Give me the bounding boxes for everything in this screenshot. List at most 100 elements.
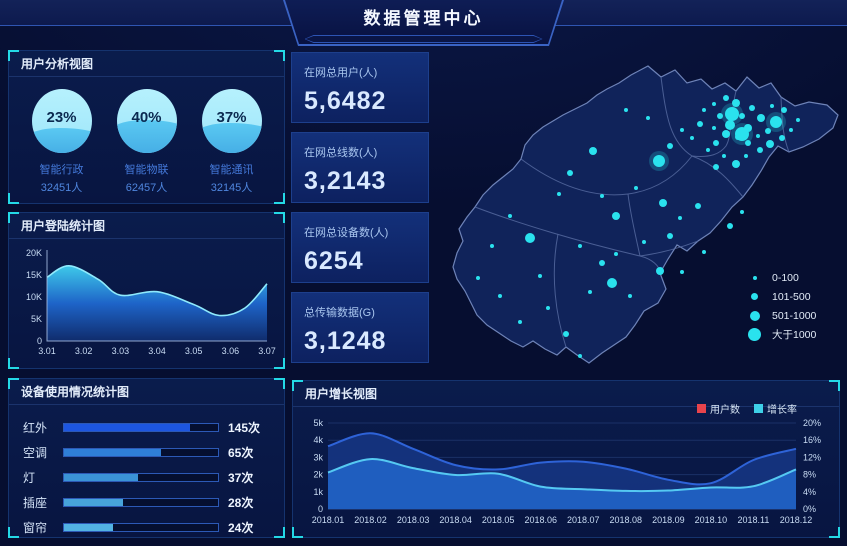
gauge-count: 32145人 bbox=[210, 182, 253, 194]
svg-text:2018.10: 2018.10 bbox=[695, 515, 728, 525]
svg-text:3k: 3k bbox=[313, 452, 323, 462]
stat-label: 在网总设备数(人) bbox=[304, 227, 389, 239]
device-value: 28次 bbox=[228, 496, 254, 510]
gauge-percent: 23% bbox=[46, 108, 77, 126]
map-legend-label: 大于1000 bbox=[772, 329, 817, 341]
legend-label: 用户数 bbox=[710, 405, 740, 416]
device-bar-fill bbox=[64, 474, 138, 481]
stat-value: 6254 bbox=[304, 247, 364, 275]
stat-label: 在网总线数(人) bbox=[304, 147, 378, 159]
stat-value: 3,2143 bbox=[304, 167, 387, 195]
map-legend-dot-icon bbox=[748, 328, 761, 341]
panel-title-user-growth: 用户增长视图 bbox=[293, 381, 839, 407]
gauge-circle: 23% bbox=[31, 89, 92, 153]
map-legend-dot-box bbox=[747, 293, 762, 300]
panel-title-device-usage: 设备使用情况统计图 bbox=[9, 379, 284, 405]
gauge-circle: 40% bbox=[116, 89, 177, 153]
svg-text:2018.11: 2018.11 bbox=[738, 515, 770, 525]
svg-text:2018.01: 2018.01 bbox=[312, 515, 345, 525]
device-bar-fill bbox=[64, 424, 191, 431]
login-area-chart: 0 5K 10K 15K 20K 3.01 3.02 3.03 3.04 3.05 3.06 3.07 bbox=[26, 248, 276, 356]
svg-text:3.05: 3.05 bbox=[185, 346, 203, 356]
device-value: 24次 bbox=[228, 521, 254, 535]
device-value: 145次 bbox=[228, 421, 261, 435]
map-legend-dot-icon bbox=[749, 310, 760, 321]
legend-item-用户数[interactable]: 用户数 bbox=[697, 401, 740, 416]
svg-text:3.03: 3.03 bbox=[112, 346, 130, 356]
svg-text:3.04: 3.04 bbox=[148, 346, 166, 356]
svg-text:2018.07: 2018.07 bbox=[567, 515, 600, 525]
device-bar-fill bbox=[64, 499, 123, 506]
svg-text:0: 0 bbox=[318, 504, 323, 514]
svg-text:3.02: 3.02 bbox=[75, 346, 93, 356]
bubble-map[interactable] bbox=[430, 46, 847, 376]
gauge-liquid-fill bbox=[116, 120, 177, 153]
svg-text:16%: 16% bbox=[803, 435, 821, 445]
panel-device-usage: 设备使用情况统计图 红外 145次 空调 65次灯 37次 插座 28次 窗帘 24次 bbox=[8, 378, 285, 538]
device-bar-row: 插座 28次 bbox=[23, 490, 270, 515]
gauge-label: 智能行政 bbox=[39, 164, 84, 176]
legend-label: 增长率 bbox=[767, 405, 797, 416]
device-value: 65次 bbox=[228, 446, 254, 460]
svg-text:2018.05: 2018.05 bbox=[482, 515, 515, 525]
svg-text:4k: 4k bbox=[313, 435, 323, 445]
device-bar-row: 红外 145次 bbox=[23, 415, 270, 440]
device-bar-row: 灯 37次 bbox=[23, 465, 270, 490]
gauge-liquid-fill bbox=[201, 123, 262, 153]
device-bar-fill bbox=[64, 449, 162, 456]
map-legend-label: 101-500 bbox=[772, 290, 811, 303]
gauge-label: 智能物联 bbox=[124, 164, 169, 176]
svg-text:2018.02: 2018.02 bbox=[354, 515, 387, 525]
gauge-circle: 37% bbox=[201, 89, 262, 153]
svg-text:12%: 12% bbox=[803, 452, 821, 462]
stat-card: 在网总用户(人) 5,6482 bbox=[291, 52, 429, 123]
device-bar-chart: 红外 145次 空调 65次灯 37次 插座 28次 窗帘 24次 bbox=[9, 405, 284, 540]
device-bar-track bbox=[63, 423, 219, 432]
map-legend-label: 501-1000 bbox=[772, 309, 817, 322]
panel-login-stats: 用户登陆统计图 0 5K 10K 15K 20K 3.01 3.02 3.03 3.04 3.05… bbox=[8, 212, 285, 369]
map-legend-dot-icon bbox=[751, 293, 758, 300]
map-legend-item: 大于1000 bbox=[747, 325, 816, 344]
device-value: 37次 bbox=[228, 471, 254, 485]
svg-text:20%: 20% bbox=[803, 418, 821, 428]
device-bar-track bbox=[63, 523, 219, 532]
device-bar-track bbox=[63, 448, 219, 457]
svg-text:3.06: 3.06 bbox=[222, 346, 240, 356]
legend-swatch-icon bbox=[754, 404, 763, 413]
svg-text:2018.08: 2018.08 bbox=[610, 515, 643, 525]
growth-area-chart: 0 1k 2k 3k 4k 5k 0% 4% 8% 12% 16% 20% 2018.01 2018.02… bbox=[312, 418, 821, 525]
svg-text:20K: 20K bbox=[26, 248, 42, 258]
stat-value: 3,1248 bbox=[304, 327, 387, 355]
panel-user-growth: 用户增长视图 用户数 增长率 0 1k 2k 3k 4k 5k 0% 4% 8% 12% 16% 20%… bbox=[292, 380, 840, 538]
header-decoration-inner bbox=[306, 36, 542, 42]
liquid-gauge: 37% 智能通讯 32145人 bbox=[193, 89, 271, 195]
stat-label: 在网总用户(人) bbox=[304, 67, 378, 79]
device-bar-track bbox=[63, 498, 219, 507]
svg-text:15K: 15K bbox=[26, 270, 42, 280]
svg-text:2018.04: 2018.04 bbox=[439, 515, 472, 525]
liquid-gauge: 40% 智能物联 62457人 bbox=[108, 89, 186, 195]
chart-legend: 用户数 增长率 bbox=[697, 401, 797, 416]
svg-text:2018.06: 2018.06 bbox=[524, 515, 557, 525]
device-bar-row: 窗帘 24次 bbox=[23, 515, 270, 540]
stat-card: 在网总线数(人) 3,2143 bbox=[291, 132, 429, 203]
device-label: 插座 bbox=[23, 496, 48, 510]
map-legend-item: 501-1000 bbox=[747, 306, 816, 325]
header-decoration bbox=[305, 35, 543, 43]
svg-text:0: 0 bbox=[37, 336, 42, 346]
gauge-count: 32451人 bbox=[40, 182, 83, 194]
device-bar-track bbox=[63, 473, 219, 482]
stat-label: 总传输数据(G) bbox=[304, 307, 375, 319]
svg-text:3.07: 3.07 bbox=[258, 346, 276, 356]
stat-value: 5,6482 bbox=[304, 87, 387, 115]
map-legend-item: 0-100 bbox=[747, 268, 816, 287]
map-legend-item: 101-500 bbox=[747, 287, 816, 306]
svg-text:8%: 8% bbox=[803, 470, 816, 480]
legend-swatch-icon bbox=[697, 404, 706, 413]
legend-item-增长率[interactable]: 增长率 bbox=[754, 401, 797, 416]
map-bubbles[interactable] bbox=[476, 95, 800, 358]
device-label: 灯 bbox=[23, 471, 36, 485]
map-legend-dot-icon bbox=[752, 275, 757, 280]
svg-text:5K: 5K bbox=[31, 314, 42, 324]
